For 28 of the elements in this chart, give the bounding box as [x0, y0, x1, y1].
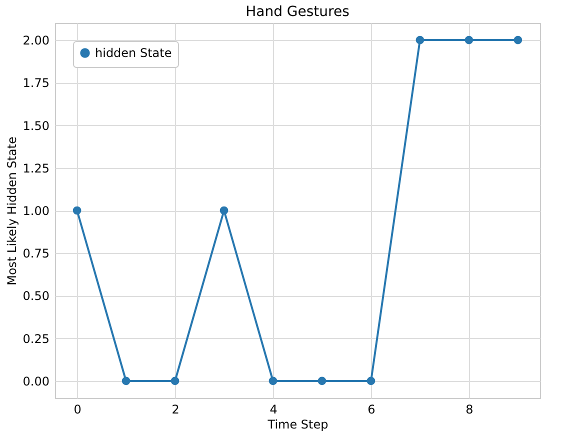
point	[72, 206, 82, 215]
y-axis-title: Most Likely Hidden State	[4, 136, 19, 286]
x-axis-title: Time Step	[266, 418, 328, 432]
x-tick-label: 8	[466, 402, 474, 416]
point	[514, 36, 522, 44]
point	[122, 376, 130, 386]
legend-label: hidden State	[95, 46, 172, 60]
point	[170, 376, 180, 386]
y-tick-label: 1.00	[22, 204, 50, 218]
x-tick-label: 0	[74, 402, 82, 416]
y-tick-label: 0.25	[22, 332, 50, 346]
y-tick-label: 1.75	[22, 76, 50, 90]
y-tick-label: 1.25	[22, 161, 50, 176]
y-tick-label: 2.00	[22, 34, 50, 48]
x-tick-label: 4	[270, 402, 278, 416]
x-tick-label: 6	[368, 402, 376, 416]
point	[464, 36, 474, 44]
point	[366, 376, 376, 386]
point	[416, 36, 424, 44]
y-tick-label: 0.00	[22, 374, 50, 388]
point	[318, 376, 326, 386]
y-tick-label: 0.50	[22, 289, 50, 304]
chart-title: Hand Gestures	[246, 4, 350, 20]
point	[220, 206, 228, 215]
x-tick-label: 2	[172, 402, 180, 416]
y-tick-label: 1.50	[22, 118, 50, 133]
point	[268, 376, 278, 386]
y-tick-label: 0.75	[22, 246, 50, 261]
